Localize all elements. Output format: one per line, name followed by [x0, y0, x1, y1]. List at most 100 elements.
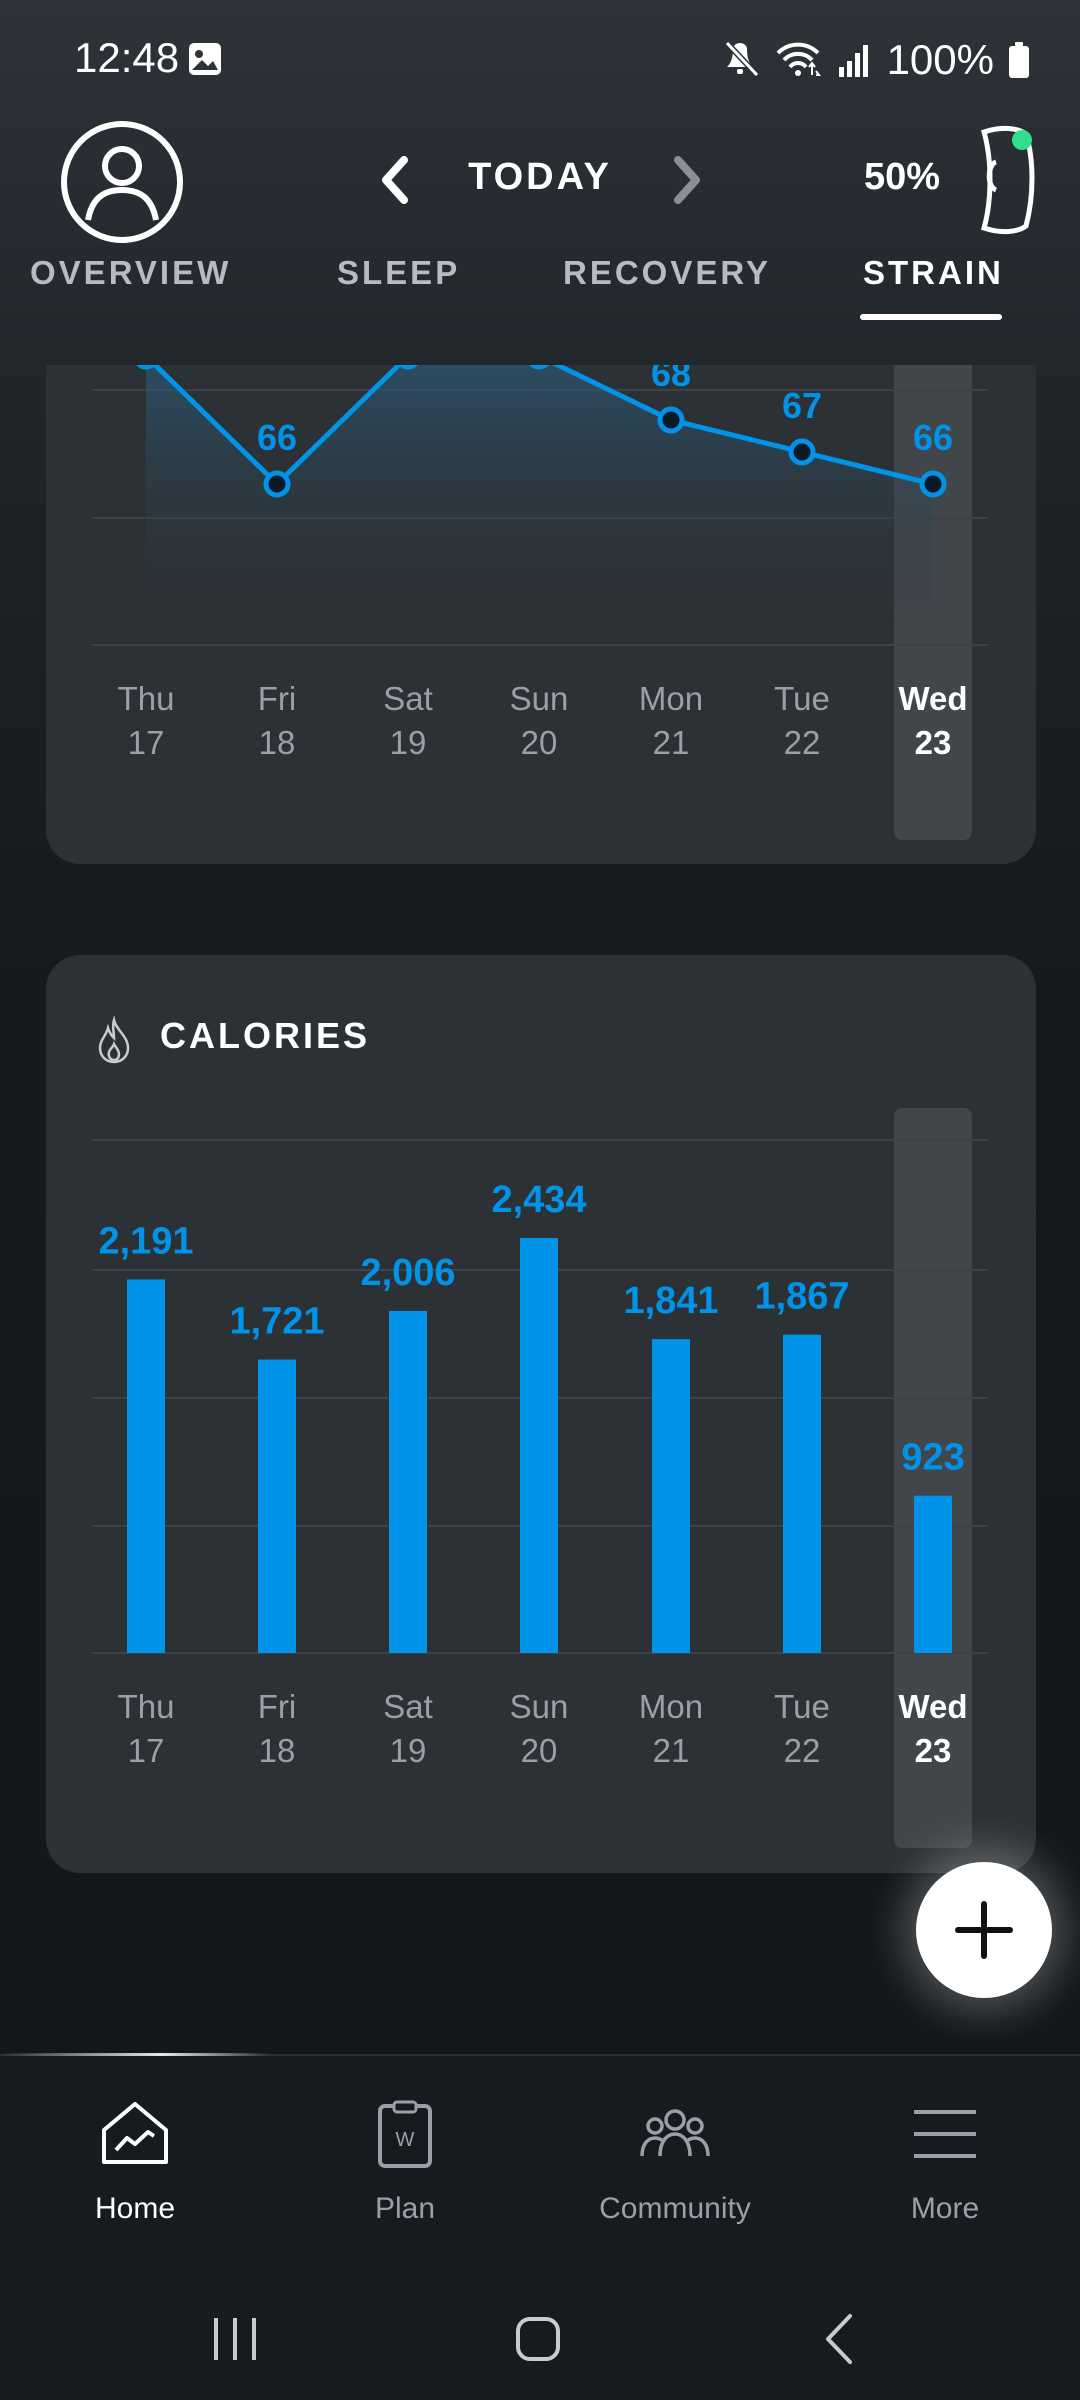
plan-clipboard-icon: W	[378, 2100, 432, 2168]
strain-area	[146, 365, 933, 640]
back-button[interactable]	[806, 2304, 876, 2374]
strain-day-name: Fri	[258, 680, 296, 717]
calories-bar	[652, 1339, 690, 1653]
strain-value-label: 67	[782, 385, 822, 426]
calories-chart: 2,191 Thu 17 1,721 Fri 18 2,006 Sat 19 2,434 Sun 20…	[92, 1108, 988, 1848]
strain-day-number: 18	[259, 724, 296, 761]
calories-day-name: Sun	[510, 1688, 569, 1725]
strain-day-number: 19	[390, 724, 427, 761]
calories-bar	[520, 1238, 558, 1653]
strain-point	[788, 438, 816, 466]
previous-day-arrow-icon[interactable]	[368, 140, 418, 220]
calories-day-number: 21	[653, 1732, 690, 1769]
strain-point	[528, 365, 550, 370]
active-tab-indicator	[860, 314, 1002, 320]
calories-value-label: 2,006	[360, 1252, 455, 1294]
calories-day-number: 20	[521, 1732, 558, 1769]
signal-icon	[838, 45, 868, 77]
nav-plan-label: Plan	[374, 2192, 436, 2225]
home-button[interactable]	[503, 2304, 573, 2374]
calories-value-label: 923	[901, 1437, 964, 1479]
calories-day-name: Mon	[639, 1688, 703, 1725]
calories-value-label: 1,721	[229, 1301, 324, 1343]
add-activity-button[interactable]	[916, 1862, 1052, 1998]
strain-value-label: 68	[651, 365, 691, 394]
calories-value-label: 1,841	[623, 1280, 718, 1322]
nav-plan[interactable]: W Plan	[270, 2056, 540, 2276]
status-time: 12:48	[74, 34, 180, 81]
strain-chart-card: Thu 17 66 Fri 18 Sat 19 Sun 20 68 Mon 21 67 Tue 22 66 We…	[0, 365, 1080, 885]
strain-day-name: Sun	[510, 680, 569, 717]
tab-strain[interactable]: STRAIN	[863, 254, 1004, 291]
plus-icon	[955, 1901, 1013, 1959]
system-navigation-bar	[0, 2276, 1080, 2400]
date-title: TODAY	[468, 156, 612, 198]
nav-more[interactable]: More	[810, 2056, 1080, 2276]
calories-value-label: 1,867	[754, 1276, 849, 1318]
calories-title: CALORIES	[160, 1015, 371, 1056]
nav-more-label: More	[910, 2192, 980, 2225]
calories-day-number: 17	[128, 1732, 165, 1769]
calories-bar	[389, 1310, 427, 1653]
strain-point	[263, 470, 291, 498]
calories-day-name: Wed	[898, 1688, 967, 1725]
calories-day-name: Tue	[774, 1688, 830, 1725]
strain-day-name: Wed	[898, 680, 967, 717]
calories-value-label: 2,191	[98, 1220, 193, 1262]
device-battery-label: 50%	[864, 156, 941, 198]
strain-point	[919, 470, 947, 498]
nav-home[interactable]: Home	[0, 2056, 270, 2276]
calories-bar	[914, 1495, 952, 1653]
strain-value-label: 66	[257, 417, 297, 458]
recents-button[interactable]	[200, 2304, 270, 2374]
battery-icon	[1009, 42, 1029, 78]
community-icon	[640, 2109, 710, 2157]
image-icon	[189, 43, 221, 75]
strain-point	[657, 406, 685, 434]
status-bar: 12:48 100%	[0, 0, 1080, 120]
home-icon	[102, 2102, 168, 2164]
strain-day-number: 21	[653, 724, 690, 761]
strain-value-label: 66	[913, 417, 953, 458]
nav-community[interactable]: Community	[540, 2056, 810, 2276]
battery-percent: 100%	[886, 36, 994, 83]
menu-icon	[914, 2110, 976, 2158]
calories-day-name: Thu	[118, 1688, 175, 1725]
strain-chart: Thu 17 66 Fri 18 Sat 19 Sun 20 68 Mon 21 67 Tue 22 66 We…	[46, 365, 1036, 864]
mute-icon	[724, 41, 759, 78]
calories-value-label: 2,434	[491, 1179, 586, 1221]
strain-day-number: 20	[521, 724, 558, 761]
wearable-device-icon[interactable]	[962, 120, 1042, 240]
calories-day-name: Sat	[383, 1688, 433, 1725]
calories-day-number: 18	[259, 1732, 296, 1769]
nav-home-label: Home	[94, 2192, 176, 2225]
calories-day-number: 23	[915, 1732, 952, 1769]
strain-day-name: Sat	[383, 680, 433, 717]
strain-day-name: Thu	[118, 680, 175, 717]
calories-day-number: 22	[784, 1732, 821, 1769]
calories-day-name: Fri	[258, 1688, 296, 1725]
next-day-arrow-icon[interactable]	[664, 140, 714, 220]
app-header: TODAY 50%	[0, 120, 1080, 270]
calories-bar	[258, 1359, 296, 1653]
strain-day-number: 22	[784, 724, 821, 761]
bottom-navigation: Home W Plan Community More	[0, 2056, 1080, 2276]
strain-point	[135, 365, 157, 370]
svg-text:W: W	[396, 2129, 415, 2151]
profile-button[interactable]	[60, 120, 184, 244]
device-connected-dot	[1012, 130, 1032, 150]
scroll-indicator	[0, 2053, 270, 2056]
nav-community-label: Community	[599, 2192, 751, 2225]
wifi-icon	[776, 42, 821, 76]
strain-day-number: 17	[128, 724, 165, 761]
tab-recovery[interactable]: RECOVERY	[563, 254, 771, 291]
calories-bar	[127, 1279, 165, 1653]
calories-bar	[783, 1334, 821, 1653]
tab-overview[interactable]: OVERVIEW	[30, 254, 232, 291]
tab-sleep[interactable]: SLEEP	[337, 254, 461, 291]
calories-day-number: 19	[390, 1732, 427, 1769]
strain-day-number: 23	[915, 724, 952, 761]
strain-day-name: Mon	[639, 680, 703, 717]
tab-bar: OVERVIEW SLEEP RECOVERY STRAIN	[0, 240, 1080, 320]
strain-day-name: Tue	[774, 680, 830, 717]
